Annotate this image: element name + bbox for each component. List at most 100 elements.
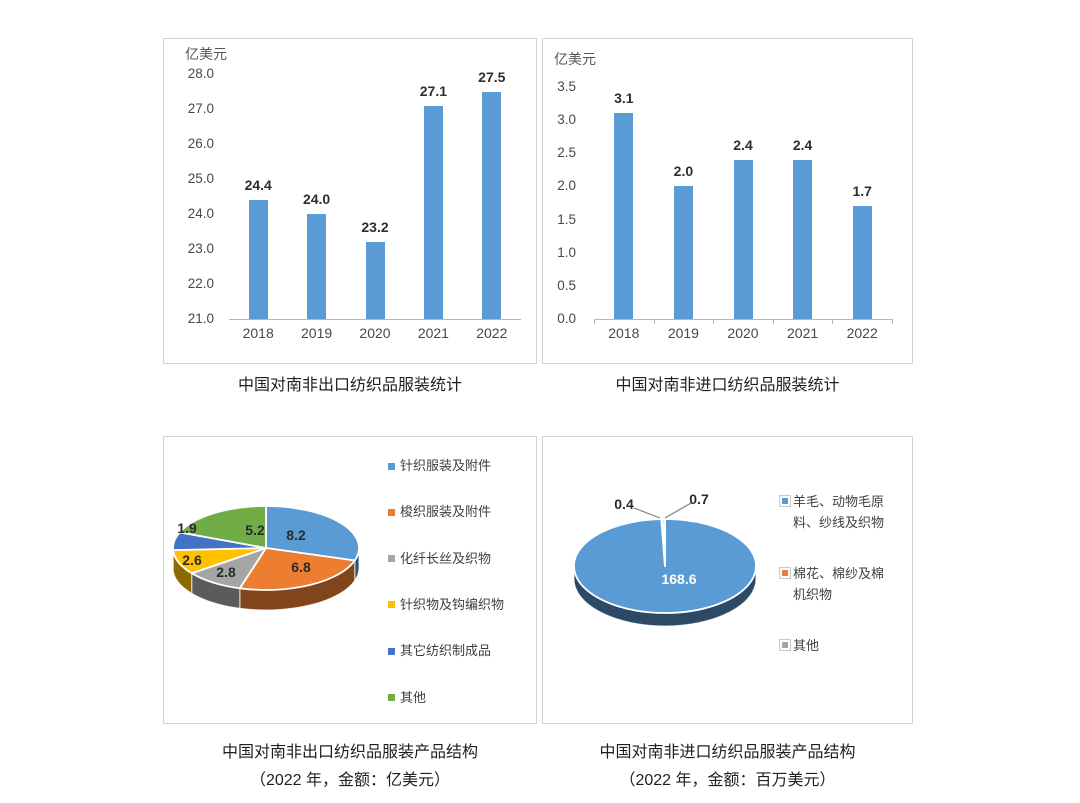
pie-slice: [661, 518, 666, 567]
legend-label: 其他: [400, 689, 427, 705]
bar-value-label: 1.7: [852, 183, 872, 200]
bar: [733, 159, 753, 319]
y-axis-unit-label: 亿美元: [554, 51, 596, 67]
x-axis-tick-mark: [653, 319, 655, 324]
y-axis-tick-label: 0.0: [557, 311, 576, 326]
caption-import-pie-line2: （2022 年，金额：百万美元）: [619, 772, 836, 789]
bar-value-label: 27.1: [419, 82, 448, 99]
x-axis-tick-mark: [713, 319, 715, 324]
legend-label: 羊毛、动物毛原 料、纱线及织物: [793, 491, 911, 533]
bar: [673, 186, 693, 319]
pie-slice-label: 0.4: [614, 496, 634, 512]
x-axis-category-label: 2019: [301, 325, 333, 341]
y-axis-tick-label: 1.0: [557, 244, 576, 260]
x-axis-tick-mark: [594, 319, 595, 324]
x-axis-tick-mark: [892, 319, 893, 324]
y-axis-tick-label: 26.0: [187, 136, 214, 151]
caption-import-pie-line1: 中国对南非进口纺织品服装产品结构: [599, 744, 856, 761]
pie-slice-label: 1.9: [177, 520, 197, 536]
callout-line: [664, 502, 692, 519]
legend-label-line: 羊毛、动物毛原: [793, 494, 885, 509]
legend-label: 针织物及钩编织物: [400, 596, 505, 612]
y-axis-tick-label: 3.5: [557, 78, 576, 94]
pie-slice-label: 5.2: [245, 522, 265, 538]
x-axis-category-label: 2022: [476, 325, 508, 341]
legend-marker-box: [779, 639, 791, 651]
panel-import-pie-chart: 168.6 0.4 0.7 羊毛、动物毛原 料、纱线及织物 棉花、棉纱及棉 机织物 其他: [542, 436, 913, 724]
x-axis-line: [229, 319, 521, 320]
bar-value-label: 24.0: [302, 191, 331, 207]
pie-slice-label: 6.8: [291, 559, 311, 575]
legend-marker: [387, 555, 395, 563]
caption-export-bar: 中国对南非出口纺织品服装统计: [237, 377, 462, 394]
bar: [423, 105, 443, 319]
x-axis-category-label: 2022: [846, 325, 878, 341]
x-axis-line: [594, 319, 892, 320]
legend-label-line: 料、纱线及织物: [793, 515, 885, 530]
bar-value-label: 27.5: [478, 68, 506, 85]
y-axis-unit-label: 亿美元: [185, 46, 227, 62]
bar: [307, 214, 327, 319]
caption-import-bar: 中国对南非进口纺织品服装统计: [615, 377, 840, 394]
bar-value-label: 2.4: [733, 136, 753, 153]
x-axis-category-label: 2019: [667, 325, 699, 341]
bar: [482, 91, 502, 319]
legend-marker: [387, 601, 395, 609]
y-axis-tick-label: 23.0: [187, 241, 214, 256]
legend-marker: [387, 508, 395, 516]
bar: [248, 200, 268, 319]
legend-label: 其他: [793, 635, 911, 656]
x-axis-tick-mark: [772, 319, 774, 324]
pie-slice-label: 8.2: [286, 527, 306, 543]
x-axis-category-label: 2020: [727, 325, 759, 341]
legend-marker: [387, 694, 395, 701]
callout-line: [633, 507, 661, 519]
import-pie-svg: 168.6 0.4 0.7: [573, 491, 757, 627]
bar-value-label: 23.2: [361, 219, 389, 235]
y-axis-tick-label: 21.0: [187, 311, 214, 326]
legend-label: 棉花、棉纱及棉 机织物: [793, 563, 911, 605]
pie-slice: [265, 505, 360, 562]
x-axis-category-label: 2020: [359, 325, 391, 341]
legend-marker-box: [779, 567, 791, 579]
panel-export-bar-chart: 28.0 27.0 26.0 25.0 24.0 23.0 22.0 21.0 24.4 2018…: [163, 38, 537, 364]
legend-marker: [387, 647, 395, 655]
bar: [365, 242, 385, 319]
legend-marker: [782, 498, 788, 504]
pie-slice: [238, 547, 356, 591]
x-axis-category-label: 2018: [608, 325, 640, 341]
y-axis-tick-label: 24.0: [187, 206, 214, 221]
export-pie-svg: 8.2 6.8 2.8 2.6 1.9 5.2: [172, 505, 360, 611]
bar-value-label: 24.4: [244, 177, 272, 193]
bar: [614, 113, 634, 319]
panel-import-bar-chart: 3.5 3.0 2.5 2.0 1.5 1.0 0.5 0.0 3.1 2018 2.0 2019 2.…: [542, 38, 913, 364]
legend-label-line: 机织物: [793, 587, 833, 602]
y-axis-tick-label: 27.0: [187, 101, 214, 116]
bar-value-label: 2.0: [673, 163, 694, 180]
pie-slice-label: 2.6: [182, 552, 202, 568]
pie-slice-label: 168.6: [661, 571, 696, 587]
panel-export-pie-chart: 8.2 6.8 2.8 2.6 1.9 5.2 针织服装及附件 梭织服装及附件 化纤长丝及织物针…: [163, 436, 537, 724]
y-axis-tick-label: 1.5: [557, 211, 576, 227]
legend-label: 其它纺织制成品: [400, 643, 492, 659]
y-axis-tick-label: 0.5: [557, 277, 576, 293]
bar: [852, 206, 872, 319]
legend-marker: [782, 642, 788, 648]
legend-label: 化纤长丝及织物: [400, 550, 492, 566]
pie-slice-label: 2.8: [216, 564, 236, 580]
caption-export-pie-line1: 中国对南非出口纺织品服装产品结构: [221, 744, 478, 761]
y-axis-tick-label: 2.5: [557, 145, 576, 161]
y-axis-tick-label: 3.0: [557, 112, 576, 128]
bar: [793, 159, 813, 319]
bar-value-label: 2.4: [792, 136, 813, 153]
legend-marker: [782, 570, 788, 576]
x-axis-category-label: 2018: [242, 325, 274, 341]
y-axis-tick-label: 2.0: [557, 178, 576, 194]
x-axis-category-label: 2021: [417, 325, 449, 341]
legend-label: 梭织服装及附件: [400, 504, 492, 520]
legend-label-line: 棉花、棉纱及棉: [793, 566, 885, 581]
legend-label-line: 其他: [793, 638, 820, 653]
pie-slice: [178, 505, 267, 549]
caption-export-pie-line2: （2022 年，金额：亿美元）: [249, 772, 451, 789]
